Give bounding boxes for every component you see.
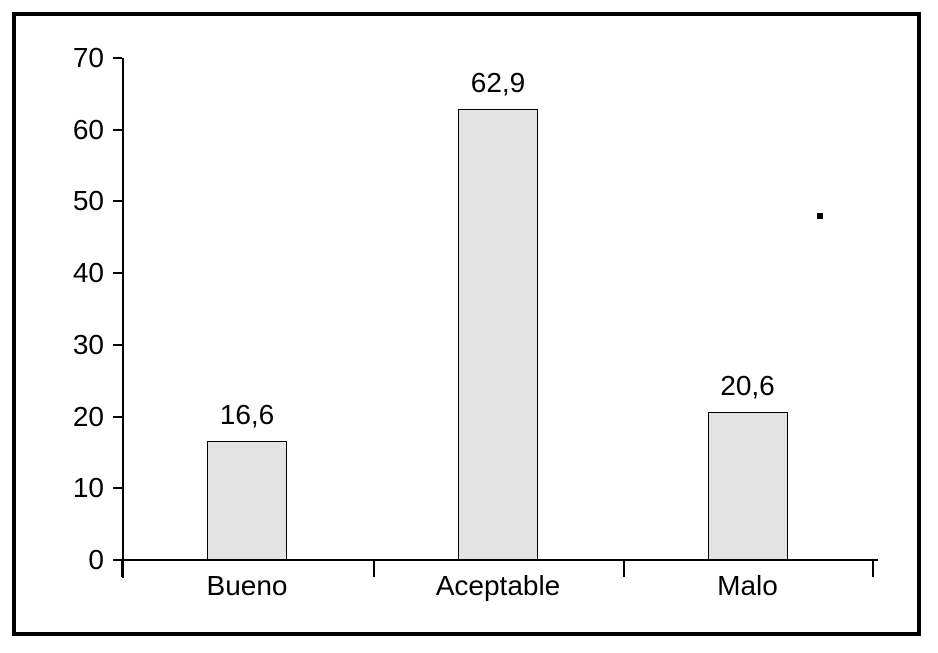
- bar-value-label: 62,9: [470, 66, 526, 98]
- y-axis-tick: [113, 128, 122, 131]
- stray-square-mark: [817, 213, 823, 219]
- x-axis-category-label: Aceptable: [435, 570, 561, 601]
- bar-bueno: [207, 440, 287, 560]
- y-axis-tick: [113, 272, 122, 275]
- y-axis-tick-label: 60: [72, 113, 104, 145]
- y-axis-tick-label: 70: [72, 42, 104, 73]
- y-axis-tick: [113, 415, 122, 418]
- y-axis-tick-label: 20: [72, 400, 104, 432]
- x-axis-tick: [623, 560, 625, 577]
- x-axis-category-label: Malo: [717, 570, 778, 601]
- y-axis-tick: [113, 200, 122, 203]
- x-axis-tick: [121, 560, 123, 577]
- bar-value-label: 16,6: [219, 398, 275, 430]
- y-axis-tick-label: 40: [72, 257, 104, 289]
- x-axis-tick: [373, 560, 375, 577]
- x-axis-line: [121, 559, 878, 561]
- bar-aceptable: [458, 108, 538, 560]
- y-axis-tick-label: 0: [88, 544, 104, 575]
- bar-malo: [707, 412, 788, 560]
- y-axis-tick-label: 30: [72, 328, 104, 360]
- y-axis-tick-label: 50: [72, 185, 104, 217]
- y-axis-line: [122, 58, 124, 578]
- y-axis-tick: [113, 343, 122, 346]
- y-axis-tick: [113, 487, 122, 490]
- y-axis-tick: [113, 559, 122, 561]
- bar-value-label: 20,6: [720, 370, 775, 402]
- x-axis-category-label: Bueno: [206, 570, 288, 601]
- y-axis-tick-label: 10: [72, 472, 104, 504]
- y-axis-tick: [113, 57, 122, 59]
- x-axis-tick: [872, 560, 874, 577]
